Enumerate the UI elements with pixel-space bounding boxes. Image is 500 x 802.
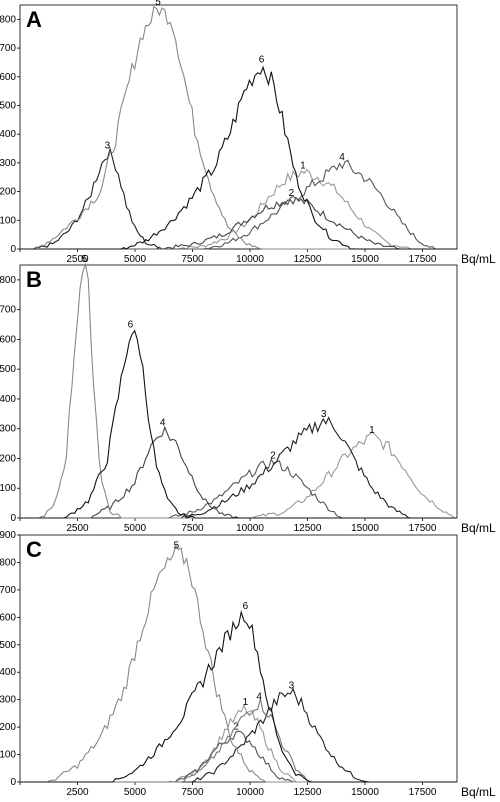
x-tick-label: 10000 [236, 523, 264, 534]
y-tick-label: 800 [0, 14, 16, 25]
series-label-5: 5 [155, 0, 161, 8]
y-tick-label: 500 [0, 364, 16, 375]
x-tick-label: 17500 [409, 787, 437, 798]
chart-panel-c: 0 100 200 300 400 500 600 700 800 900 2500 5000 7500… [0, 530, 496, 799]
x-tick-label: 2500 [66, 787, 89, 798]
series-label-2: 2 [289, 188, 295, 199]
chart-panel-b: 0 100 200 300 400 500 600 700 800 2500 5000 7500 100… [0, 254, 496, 535]
series-label-5: 5 [174, 540, 180, 551]
panel-letter: A [26, 7, 42, 32]
series-label-6: 6 [128, 319, 134, 330]
y-tick-label: 200 [0, 453, 16, 464]
x-tick-label: 15000 [351, 523, 379, 534]
y-tick-label: 700 [0, 43, 16, 54]
panel-letter: C [26, 537, 42, 562]
x-tick-label: 17500 [409, 254, 437, 265]
x-tick-label: 10000 [236, 787, 264, 798]
y-tick-label: 400 [0, 129, 16, 140]
y-tick-label: 600 [0, 612, 16, 623]
panel-letter: B [26, 267, 42, 292]
series-line-4 [20, 425, 457, 519]
y-tick-label: 600 [0, 72, 16, 83]
x-tick-label: 12500 [294, 523, 322, 534]
series-line-6 [20, 329, 457, 519]
chart-panel-a: 0 100 200 300 400 500 600 700 800 2500 5000 7500 100… [0, 0, 496, 266]
plot-frame [19, 264, 458, 519]
series-line-5 [20, 5, 457, 250]
x-tick-label: 5000 [124, 787, 147, 798]
series-line-1 [20, 703, 457, 783]
x-tick-label: 15000 [351, 787, 379, 798]
y-tick-label: 700 [0, 305, 16, 316]
series-label-3: 3 [105, 140, 111, 151]
series-line-3 [20, 687, 457, 783]
series-label-6: 6 [259, 54, 265, 65]
series-line-2 [20, 457, 457, 519]
y-tick-label: 400 [0, 394, 16, 405]
series-line-3 [20, 416, 457, 519]
series-line-5 [20, 262, 457, 519]
y-tick-label: 400 [0, 667, 16, 678]
y-tick-label: 300 [0, 695, 16, 706]
series-label-2: 2 [270, 450, 276, 461]
x-tick-label: 17500 [409, 523, 437, 534]
plot-frame [19, 4, 458, 250]
x-tick-label: 10000 [236, 254, 264, 265]
series-label-1: 1 [243, 697, 249, 708]
x-tick-label: 5000 [124, 254, 147, 265]
y-tick-label: 0 [10, 513, 16, 524]
series-label-5: 5 [82, 254, 88, 265]
y-tick-label: 800 [0, 557, 16, 568]
x-axis-unit: Bq/mL [461, 252, 496, 266]
y-tick-label: 500 [0, 640, 16, 651]
y-tick-label: 0 [10, 244, 16, 255]
y-tick-label: 500 [0, 100, 16, 111]
series-line-2 [20, 196, 457, 250]
series-label-6: 6 [243, 601, 249, 612]
y-tick-label: 600 [0, 334, 16, 345]
x-tick-label: 7500 [181, 523, 204, 534]
series-label-3: 3 [289, 680, 295, 691]
series-line-4 [20, 159, 457, 250]
x-tick-label: 12500 [294, 254, 322, 265]
series-line-6 [20, 65, 457, 250]
x-tick-label: 5000 [124, 523, 147, 534]
x-tick-label: 12500 [294, 787, 322, 798]
y-tick-label: 100 [0, 750, 16, 761]
y-tick-label: 900 [0, 530, 16, 541]
series-label-4: 4 [160, 418, 166, 429]
series-line-2 [20, 730, 457, 783]
y-tick-label: 200 [0, 187, 16, 198]
y-tick-label: 200 [0, 722, 16, 733]
x-axis-unit: Bq/mL [461, 521, 496, 535]
series-label-4: 4 [256, 691, 262, 702]
y-tick-label: 300 [0, 424, 16, 435]
y-tick-label: 300 [0, 158, 16, 169]
series-label-3: 3 [321, 409, 327, 420]
series-label-1: 1 [369, 425, 375, 436]
plot-frame [19, 534, 458, 783]
x-tick-label: 2500 [66, 523, 89, 534]
x-tick-label: 7500 [181, 254, 204, 265]
series-line-5 [20, 544, 457, 783]
series-label-4: 4 [339, 152, 345, 163]
series-line-3 [20, 146, 457, 250]
x-axis-unit: Bq/mL [461, 785, 496, 799]
series-label-1: 1 [300, 160, 306, 171]
y-tick-label: 0 [10, 777, 16, 788]
series-line-1 [20, 431, 457, 519]
x-tick-label: 2500 [66, 254, 89, 265]
y-tick-label: 100 [0, 215, 16, 226]
x-tick-label: 7500 [181, 787, 204, 798]
y-tick-label: 100 [0, 483, 16, 494]
y-tick-label: 700 [0, 585, 16, 596]
series-line-6 [20, 610, 457, 783]
y-tick-label: 800 [0, 275, 16, 286]
x-tick-label: 15000 [351, 254, 379, 265]
